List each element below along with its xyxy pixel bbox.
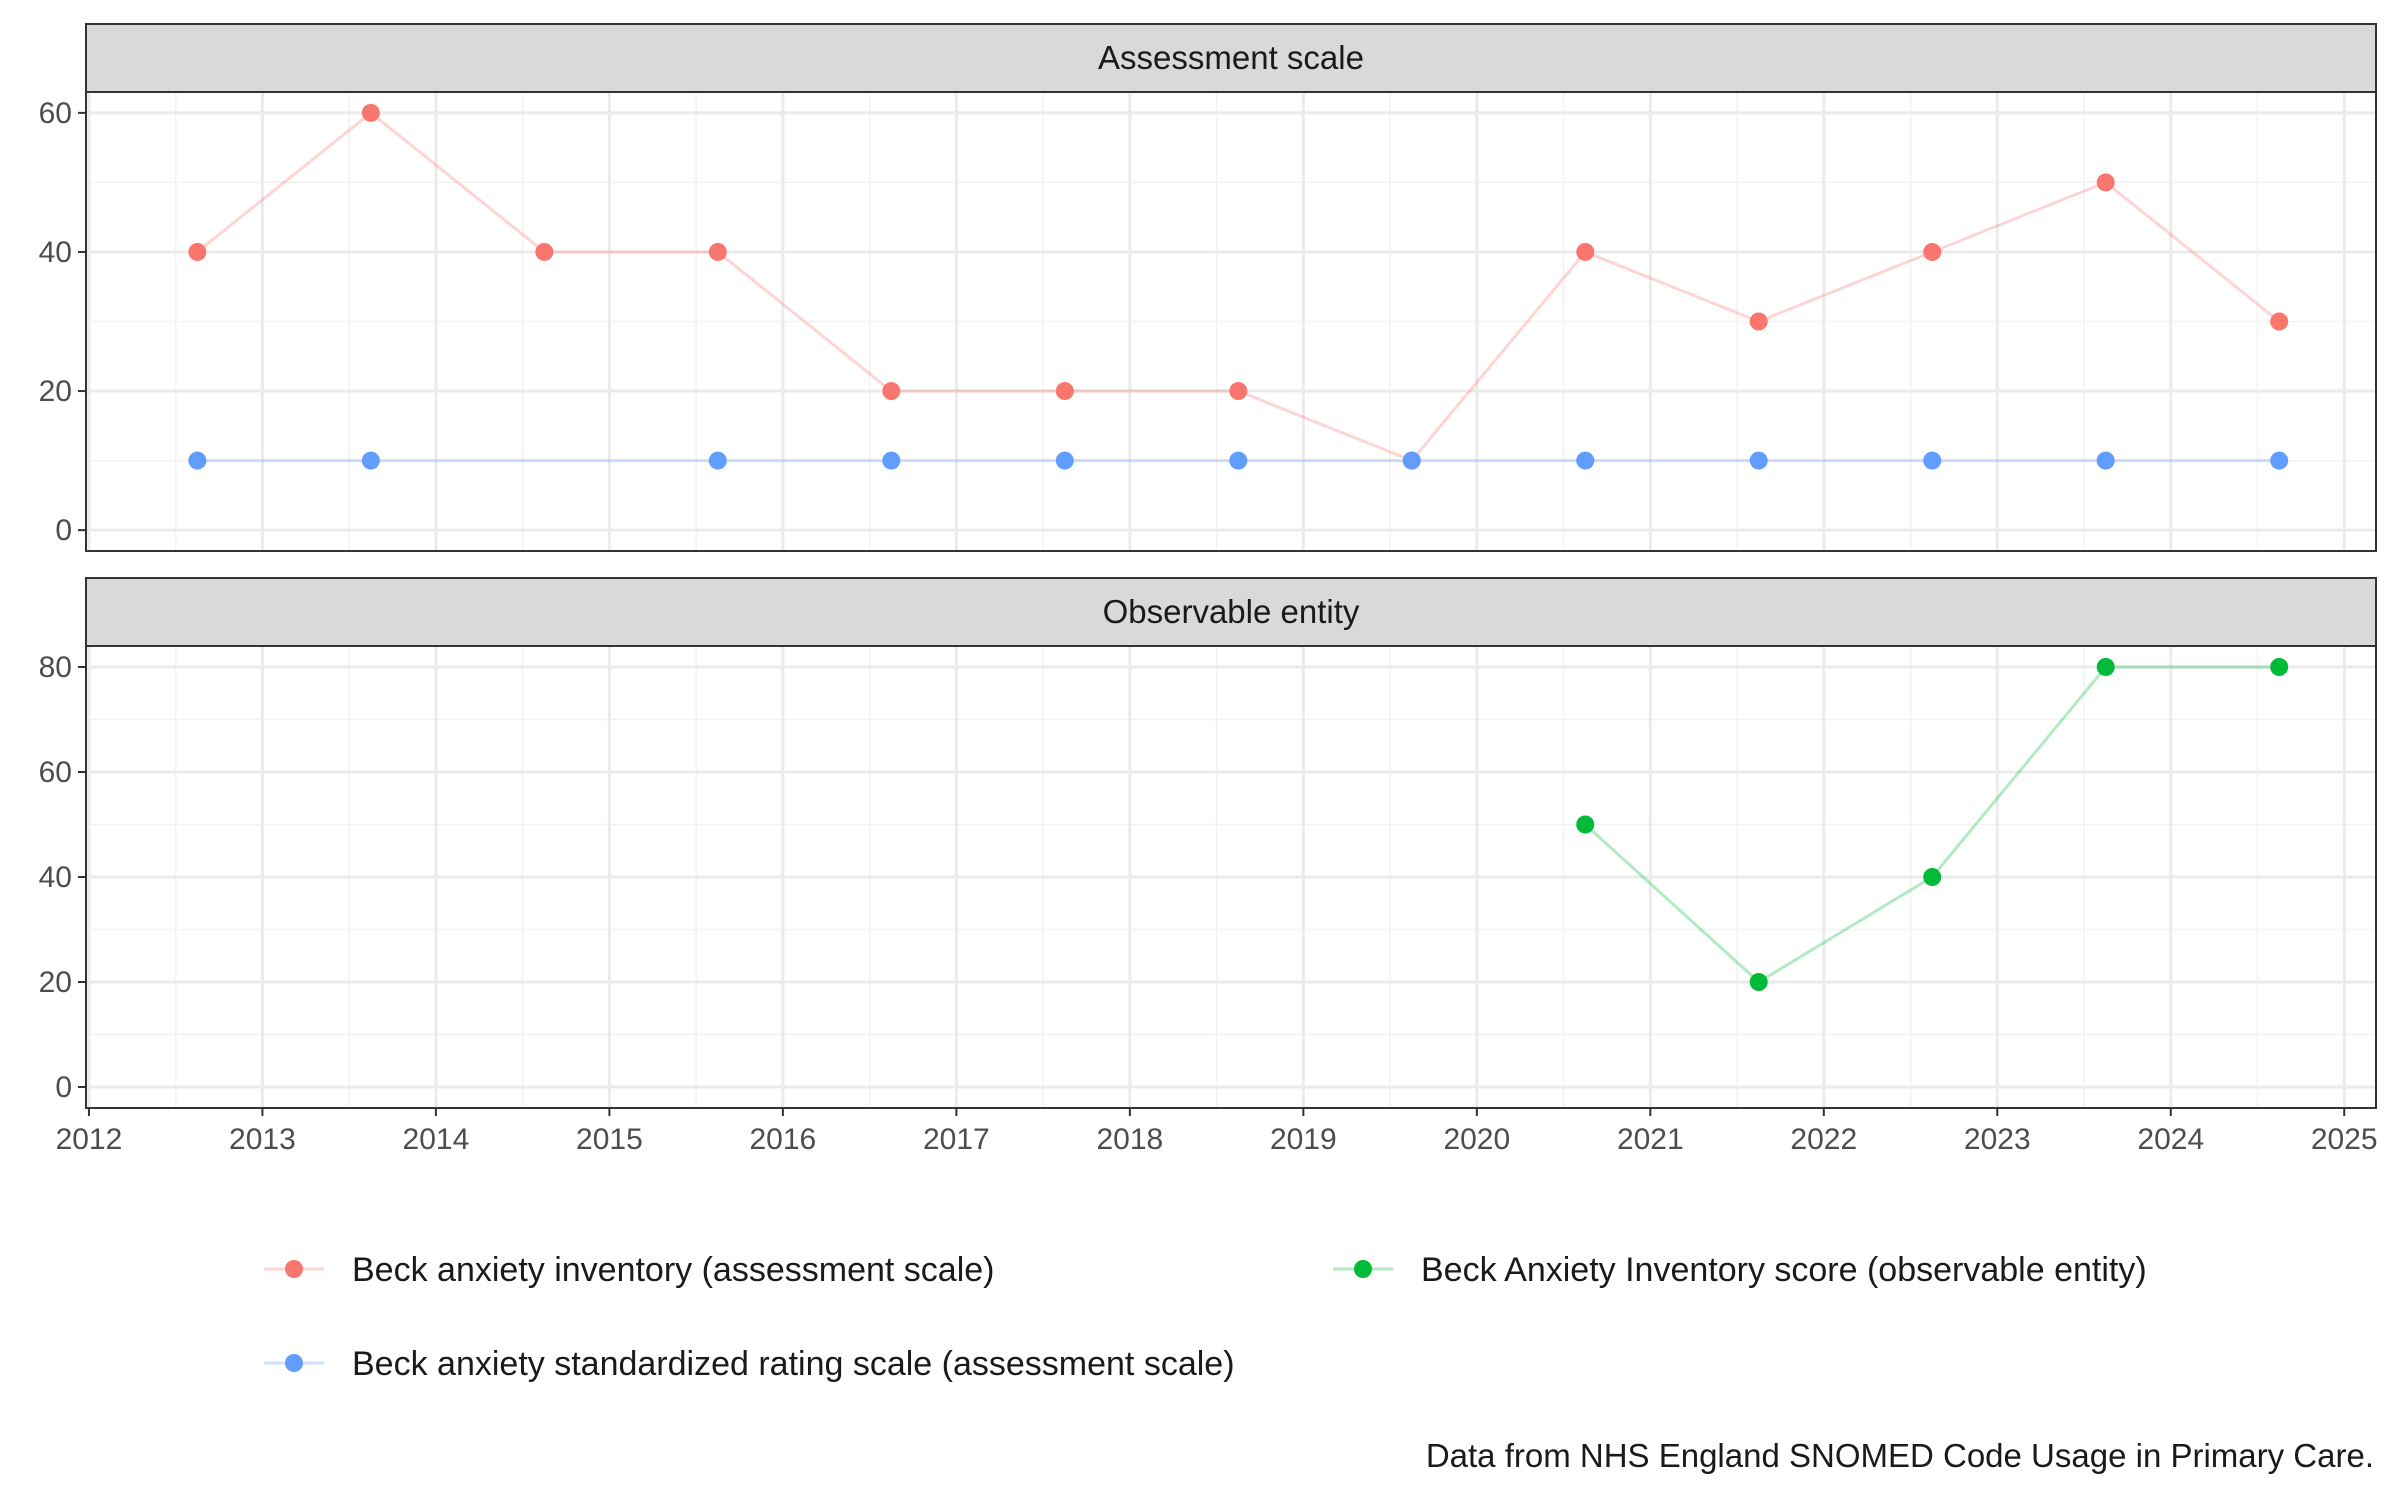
data-point [708,242,727,261]
data-point [2270,658,2289,676]
data-point [1749,451,1768,470]
data-point [1576,242,1595,261]
x-tick-label: 2013 [229,1123,296,1156]
y-tick-label: 60 [39,97,72,130]
y-tick-label: 40 [39,861,72,894]
x-tick-label: 2017 [923,1123,990,1156]
data-point [1402,451,1421,470]
data-point [1055,451,1074,470]
data-point [2096,658,2115,676]
y-tick-label: 80 [39,651,72,684]
data-point [361,451,380,470]
x-tick-label: 2019 [1270,1123,1337,1156]
data-point [1923,242,1942,261]
data-point [882,451,901,470]
panel-border [85,91,2377,552]
legend-key-point [1354,1260,1372,1278]
y-tick-label: 0 [55,1071,72,1104]
x-tick-label: 2022 [1790,1123,1857,1156]
data-point [535,242,554,261]
y-tick-label: 20 [39,375,72,408]
legend-label: Beck Anxiety Inventory score (observable… [1421,1251,2147,1289]
data-point [708,451,727,470]
data-point [1576,815,1595,834]
x-tick-label: 2020 [1443,1123,1510,1156]
facet-strip-label: Assessment scale [1098,39,1364,76]
panel-border [85,645,2377,1109]
facet-strip [85,23,2377,93]
x-tick-label: 2015 [576,1123,643,1156]
data-point [882,382,901,401]
data-point [188,451,207,470]
chart-caption: Data from NHS England SNOMED Code Usage … [1426,1437,2374,1474]
facet-strip-label: Observable entity [1103,593,1360,630]
x-tick-label: 2014 [403,1123,470,1156]
data-point [1749,973,1768,991]
x-tick-label: 2021 [1617,1123,1684,1156]
x-tick-label: 2016 [750,1123,817,1156]
x-tick-label: 2018 [1096,1123,1163,1156]
legend-key-point [285,1260,303,1278]
x-tick-label: 2025 [2311,1123,2378,1156]
data-point [1749,312,1768,331]
x-tick-label: 2023 [1964,1123,2031,1156]
data-point [1055,382,1074,401]
data-point [1576,451,1595,470]
legend-label: Beck anxiety standardized rating scale (… [352,1345,1235,1383]
y-tick-label: 20 [39,966,72,999]
data-point [2270,451,2289,470]
data-point [2096,173,2115,192]
x-tick-label: 2012 [56,1123,123,1156]
y-tick-label: 40 [39,236,72,269]
data-point [1229,451,1248,470]
legend-label: Beck anxiety inventory (assessment scale… [352,1251,994,1289]
y-tick-label: 60 [39,756,72,789]
data-point [1923,868,1942,886]
data-point [2096,451,2115,470]
data-point [1229,382,1248,401]
x-tick-label: 2024 [2137,1123,2204,1156]
y-tick-label: 0 [55,514,72,547]
data-point [2270,312,2289,331]
data-point [188,242,207,261]
legend-key-point [285,1354,303,1372]
data-point [1923,451,1942,470]
facet-strip [85,577,2377,647]
data-point [361,103,380,122]
